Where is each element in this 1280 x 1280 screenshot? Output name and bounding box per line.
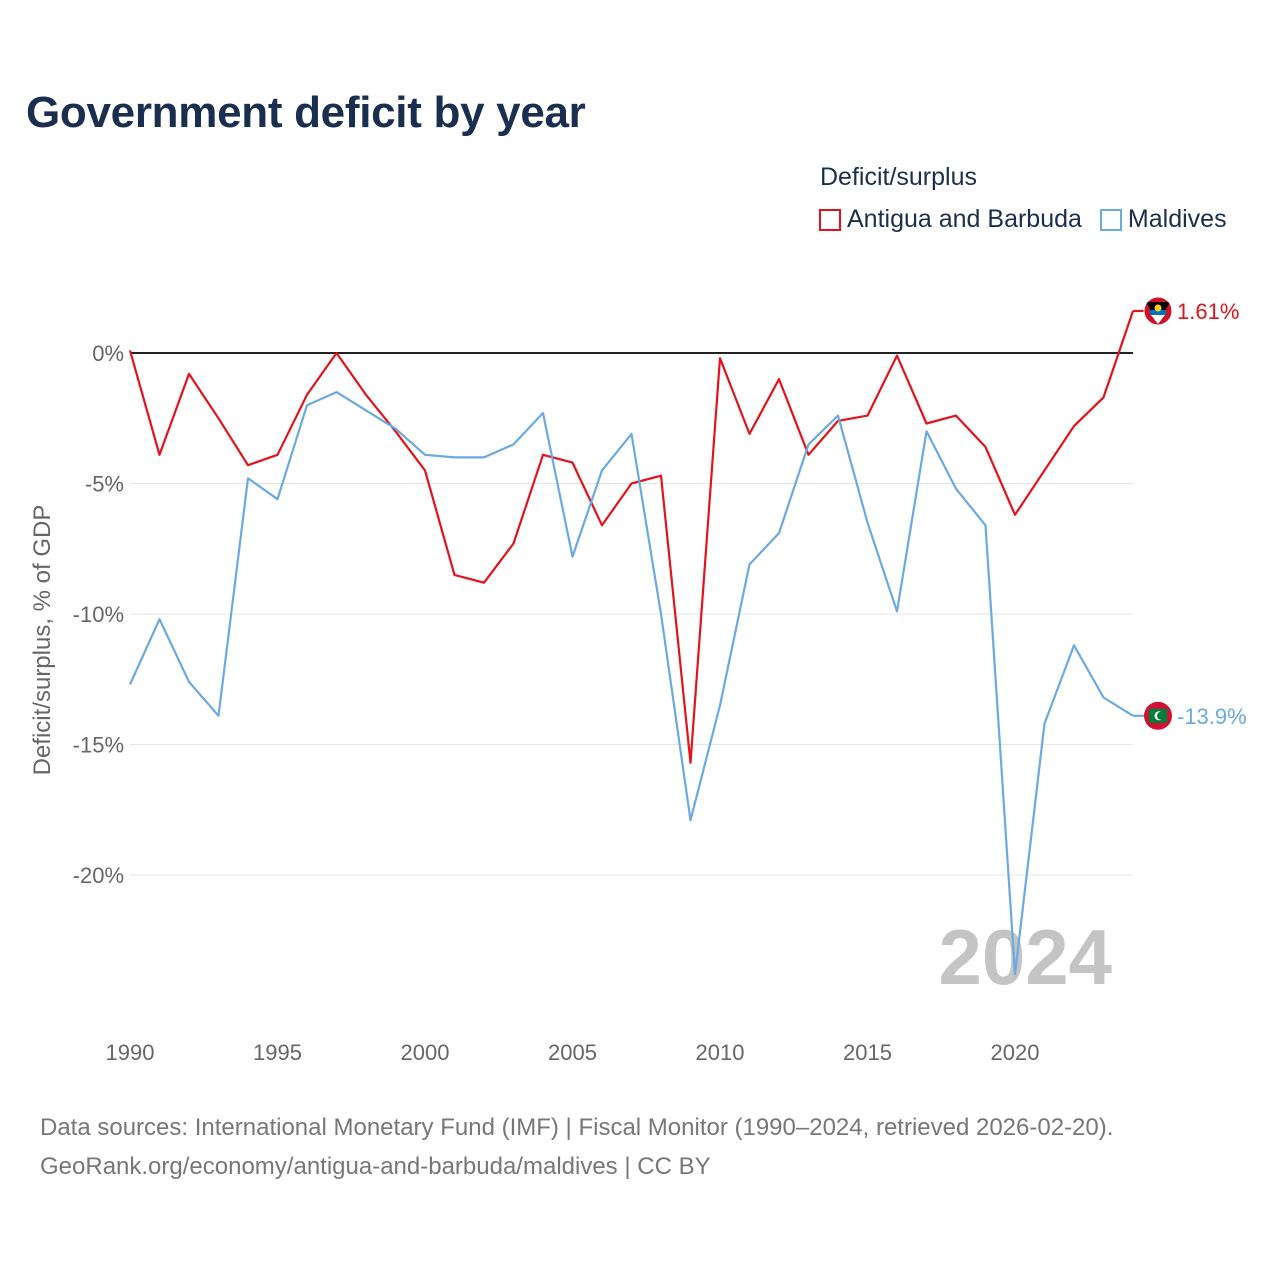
x-tick-label: 2010 bbox=[696, 1040, 745, 1065]
source-line-1: Data sources: International Monetary Fun… bbox=[40, 1114, 1114, 1141]
legend-label-antigua: Antigua and Barbuda bbox=[847, 205, 1082, 233]
legend-swatch-antigua bbox=[819, 208, 841, 231]
end-value-label: -13.9% bbox=[1177, 704, 1247, 729]
flag-white-band bbox=[1151, 314, 1165, 324]
y-axis-label: Deficit/surplus, % of GDP bbox=[29, 505, 56, 776]
chart-title: Government deficit by year bbox=[26, 88, 586, 137]
series-line-antigua bbox=[128, 310, 1135, 764]
flag-outline bbox=[1143, 296, 1173, 326]
series-line-maldives bbox=[128, 391, 1134, 976]
source-line-2[interactable]: GeoRank.org/economy/antigua-and-barbuda/… bbox=[40, 1153, 711, 1180]
flag-sun bbox=[1154, 304, 1162, 312]
legend-swatch-maldives bbox=[1099, 208, 1122, 231]
y-tick-label: -10% bbox=[73, 602, 124, 627]
source-note: Data sources: International Monetary Fun… bbox=[40, 1108, 1113, 1186]
x-tick-label: 1995 bbox=[253, 1040, 302, 1065]
end-value-label: 1.61% bbox=[1177, 299, 1239, 324]
flag-blue-band bbox=[1150, 309, 1166, 315]
legend-label-maldives: Maldives bbox=[1127, 205, 1227, 233]
x-tick-label: 2020 bbox=[991, 1040, 1040, 1065]
legend-item-maldives[interactable]: Maldives bbox=[1099, 205, 1227, 234]
legend-item-antigua[interactable]: Antigua and Barbuda bbox=[819, 205, 1082, 234]
legend-title: Deficit/surplus bbox=[820, 163, 977, 191]
y-tick-label: -15% bbox=[73, 733, 124, 758]
x-tick-label: 1990 bbox=[106, 1040, 155, 1065]
y-tick-label: -20% bbox=[73, 863, 124, 888]
x-tick-label: 2000 bbox=[401, 1040, 450, 1065]
line-chart: 0% -5% -10% -15% -20% 1990 1995 2000 2005 2010 201… bbox=[29, 296, 1247, 1065]
y-tick-label: -5% bbox=[85, 472, 124, 497]
x-tick-label: 2005 bbox=[548, 1040, 597, 1065]
x-tick-label: 2015 bbox=[843, 1040, 892, 1065]
y-tick-label: 0% bbox=[92, 341, 124, 366]
legend: Antigua and Barbuda Maldives bbox=[819, 205, 1227, 234]
flag-crescent-cut bbox=[1157, 711, 1165, 720]
year-watermark: 2024 bbox=[938, 913, 1112, 1001]
